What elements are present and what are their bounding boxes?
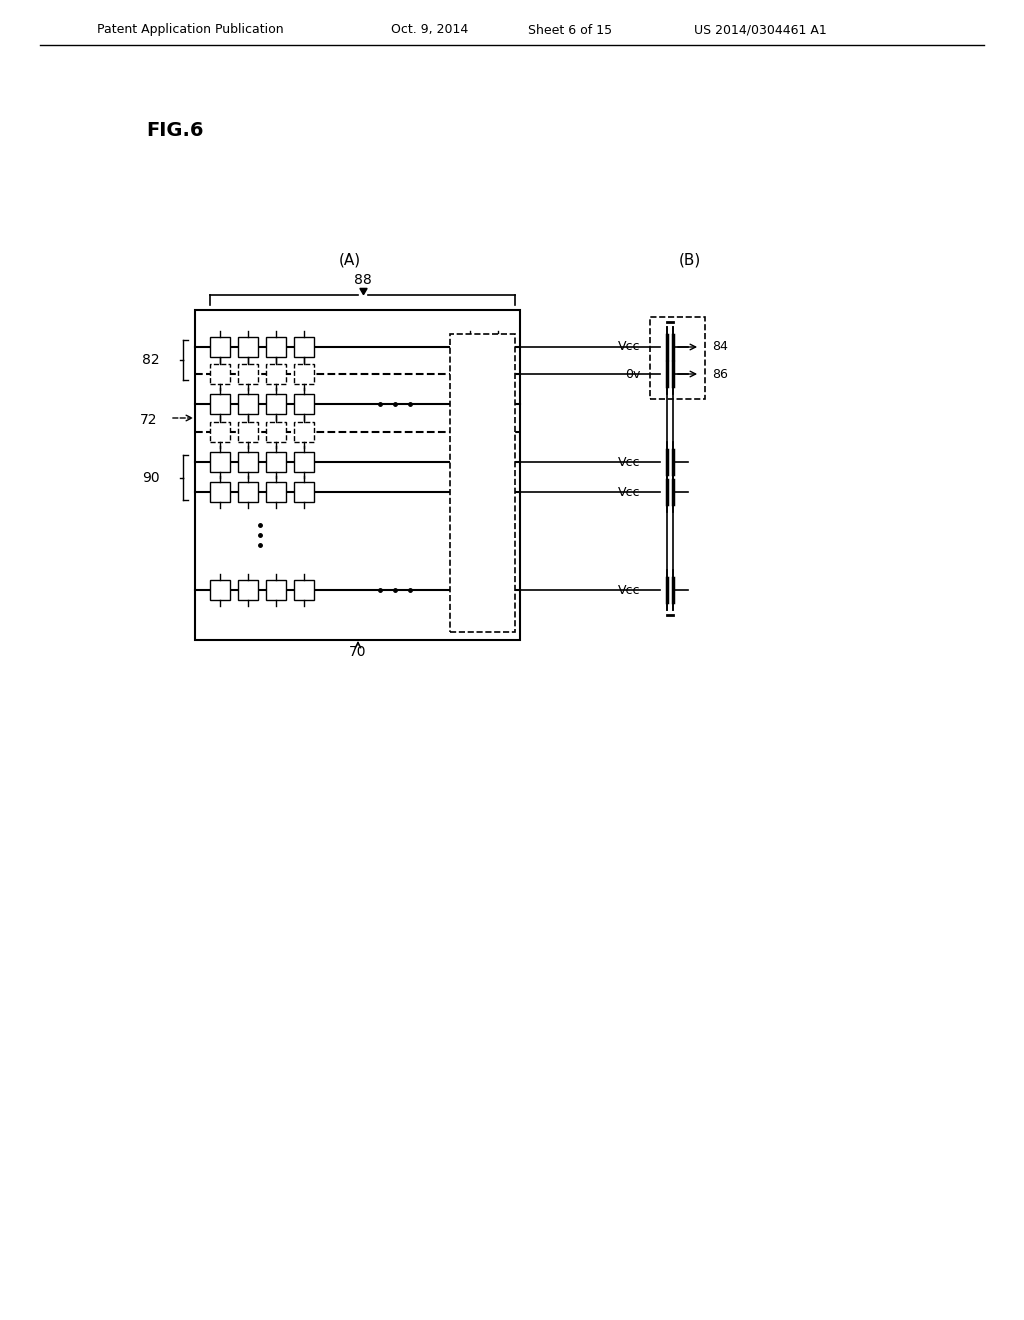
Text: 88: 88 — [353, 273, 372, 286]
Text: 0v: 0v — [625, 367, 640, 380]
Bar — [238, 393, 258, 414]
Text: Vcc: Vcc — [617, 341, 640, 354]
Bar — [238, 579, 258, 601]
Bar — [488, 482, 508, 502]
Bar — [460, 422, 480, 442]
Text: Vcc: Vcc — [617, 455, 640, 469]
Bar — [210, 364, 230, 384]
Bar — [460, 337, 480, 356]
Bar — [488, 393, 508, 414]
Bar — [294, 337, 314, 356]
Text: 86: 86 — [712, 367, 728, 380]
Bar — [460, 393, 480, 414]
Bar — [488, 337, 508, 356]
Text: (B): (B) — [679, 252, 701, 268]
Bar — [488, 579, 508, 601]
Bar — [294, 482, 314, 502]
Bar — [460, 579, 480, 601]
Text: Vcc: Vcc — [617, 583, 640, 597]
Text: 90: 90 — [142, 470, 160, 484]
Text: 82: 82 — [142, 352, 160, 367]
Bar — [460, 451, 480, 473]
Bar — [450, 334, 515, 632]
Bar — [238, 451, 258, 473]
Bar — [210, 451, 230, 473]
Bar — [294, 364, 314, 384]
Bar — [650, 317, 705, 399]
Bar — [210, 482, 230, 502]
Bar — [294, 393, 314, 414]
Bar — [210, 337, 230, 356]
Bar — [488, 422, 508, 442]
Bar — [266, 579, 286, 601]
Text: Patent Application Publication: Patent Application Publication — [96, 24, 284, 37]
Bar — [488, 364, 508, 384]
Bar — [195, 310, 520, 640]
Text: FIG.6: FIG.6 — [146, 120, 204, 140]
Bar — [460, 482, 480, 502]
Bar — [266, 337, 286, 356]
Bar — [238, 364, 258, 384]
Bar — [294, 579, 314, 601]
Text: (A): (A) — [339, 252, 361, 268]
Bar — [210, 393, 230, 414]
Bar — [294, 451, 314, 473]
Bar — [266, 422, 286, 442]
Bar — [238, 422, 258, 442]
Bar — [266, 364, 286, 384]
Text: Oct. 9, 2014: Oct. 9, 2014 — [391, 24, 469, 37]
Bar — [488, 451, 508, 473]
Bar — [238, 482, 258, 502]
Text: 72: 72 — [139, 413, 157, 426]
Bar — [210, 422, 230, 442]
Bar — [460, 364, 480, 384]
Bar — [266, 482, 286, 502]
Text: 70: 70 — [349, 645, 367, 659]
Bar — [266, 451, 286, 473]
Bar — [266, 393, 286, 414]
Text: Sheet 6 of 15: Sheet 6 of 15 — [528, 24, 612, 37]
Text: US 2014/0304461 A1: US 2014/0304461 A1 — [693, 24, 826, 37]
Text: 84: 84 — [712, 341, 728, 354]
Text: Vcc: Vcc — [617, 486, 640, 499]
Bar — [238, 337, 258, 356]
Bar — [294, 422, 314, 442]
Bar — [210, 579, 230, 601]
